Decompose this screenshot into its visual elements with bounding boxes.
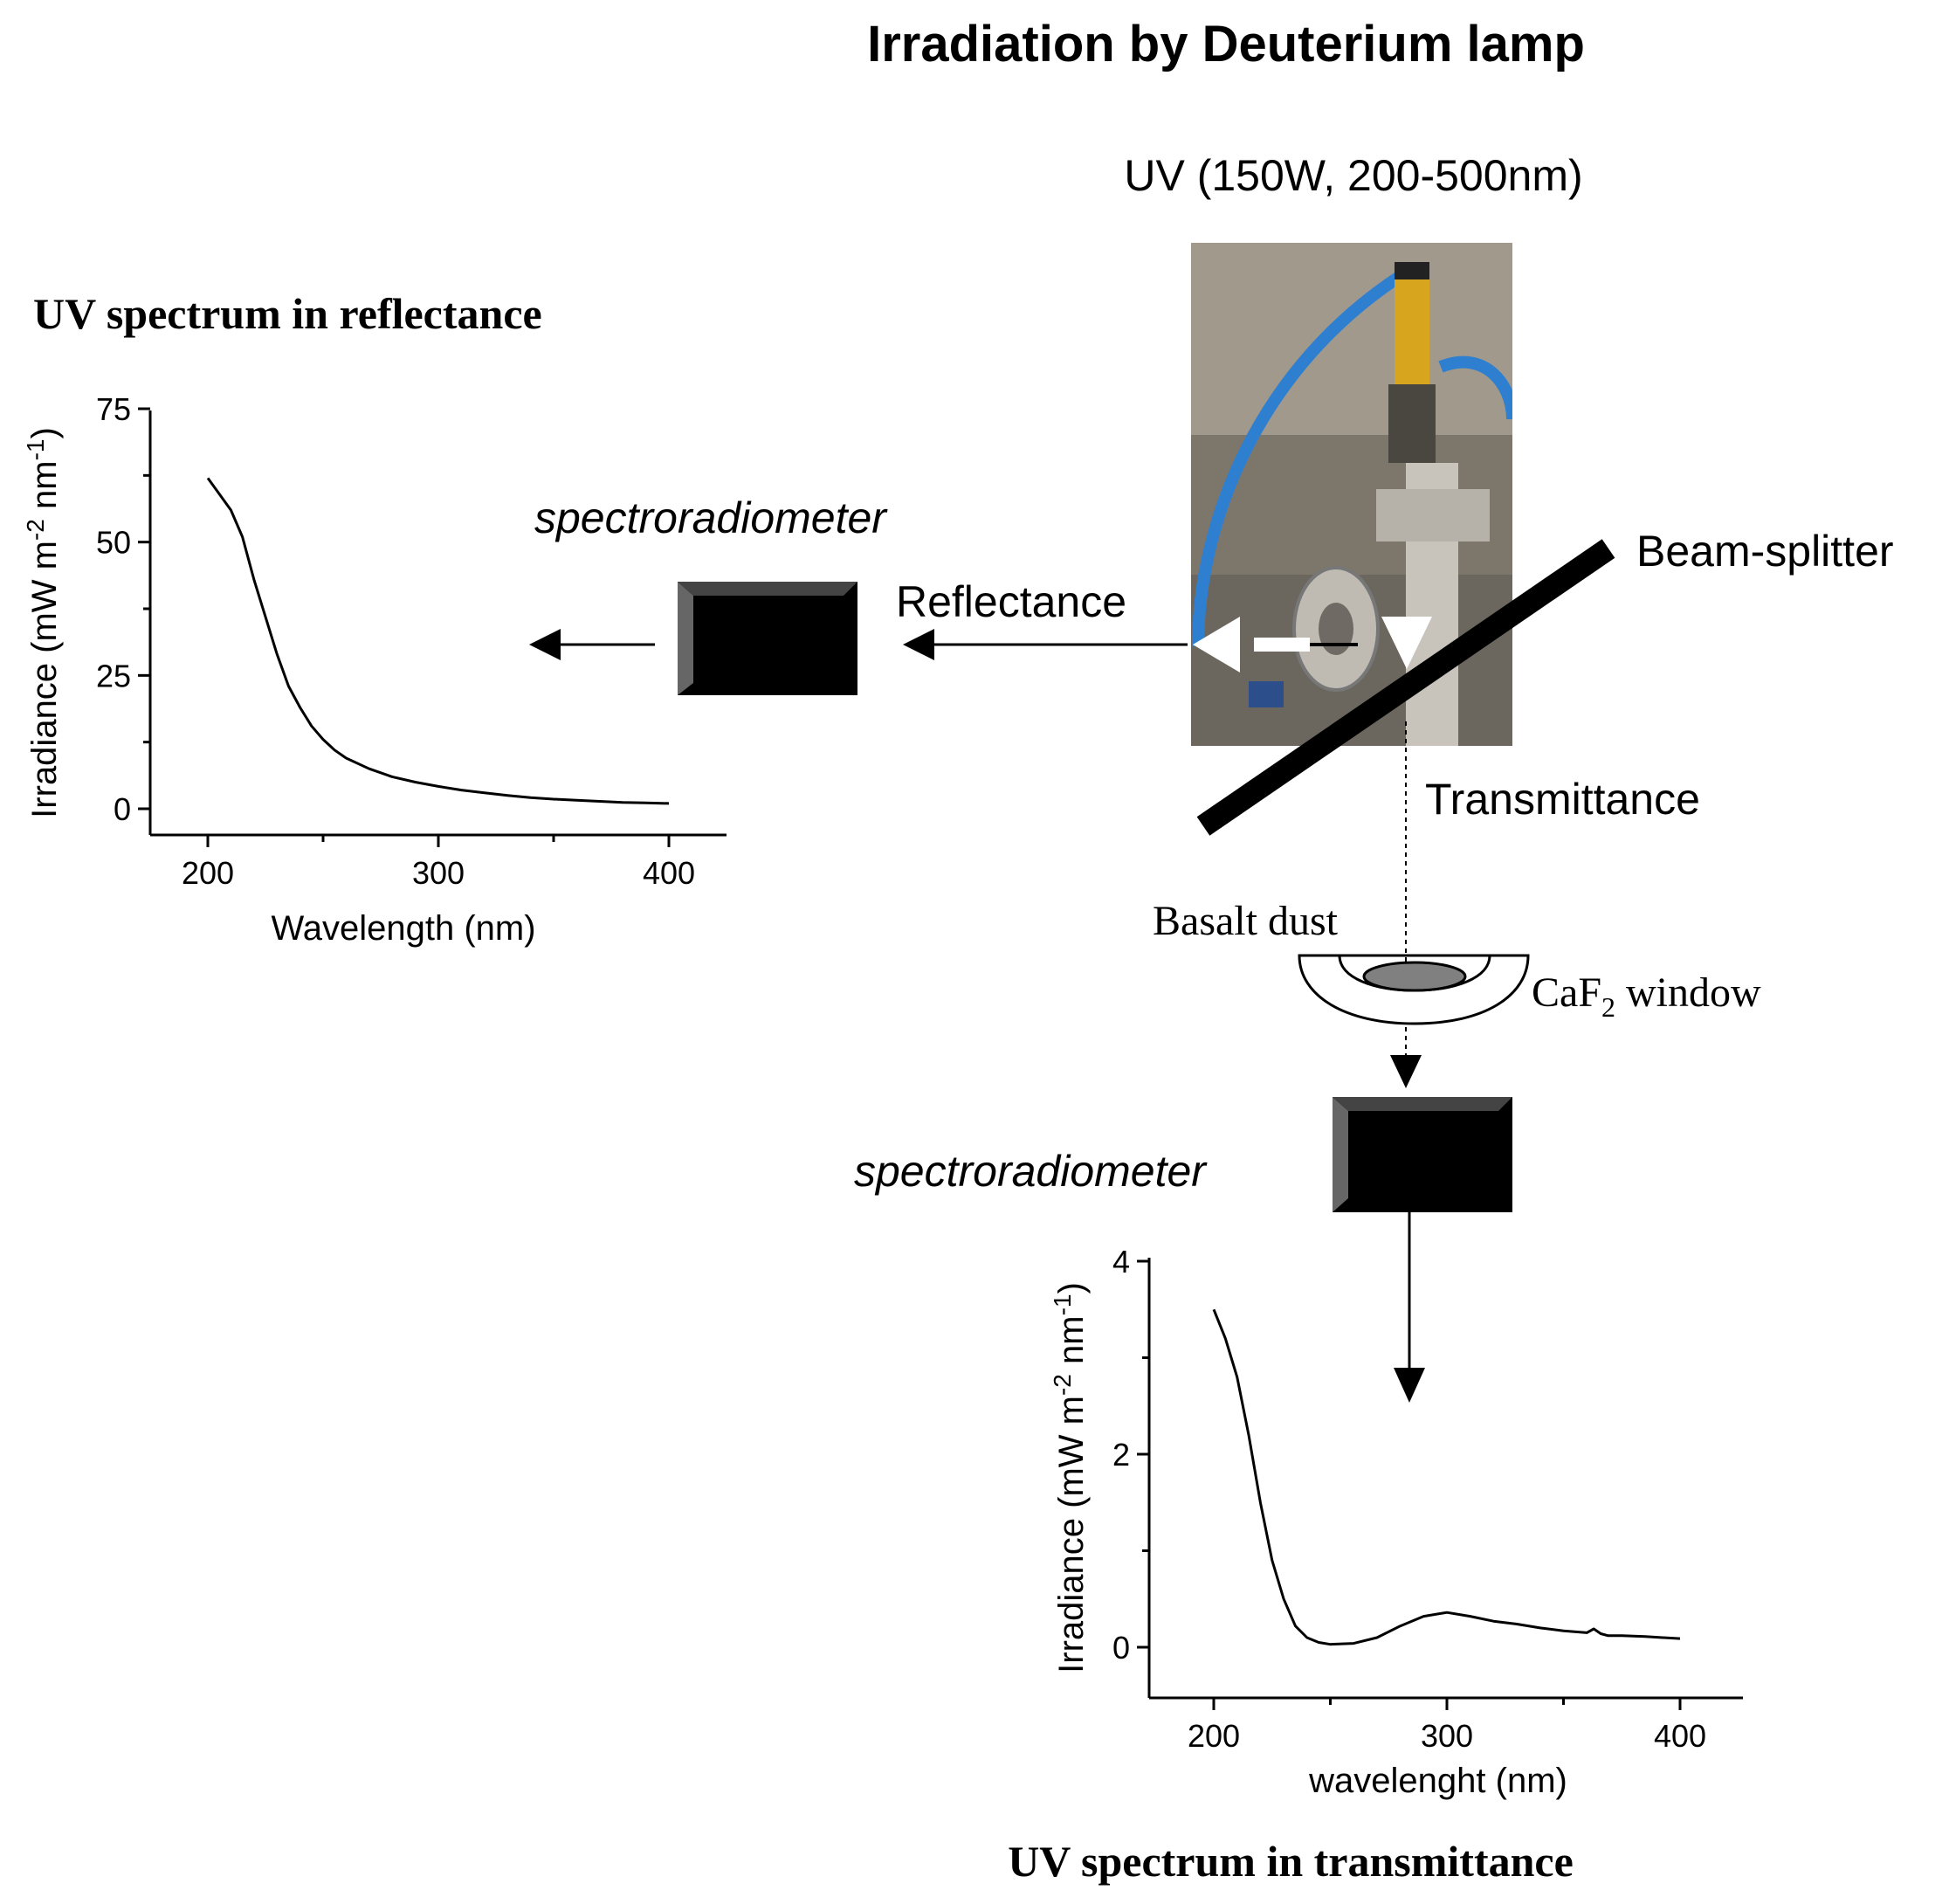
y-axis-label-part: )	[1052, 1282, 1091, 1293]
transmittance-label: Transmittance	[1425, 775, 1700, 824]
y-tick-label: 25	[96, 658, 131, 693]
y-tick-label: 4	[1112, 1244, 1130, 1280]
caf2-subscript: 2	[1601, 991, 1615, 1023]
reflectance-output-arrowhead	[529, 629, 561, 660]
y-axis-label: Irradiance (mW m-2 nm-1)	[1049, 1282, 1091, 1673]
y-axis-label-part: -2	[1049, 1374, 1076, 1396]
caf2-suffix: window	[1615, 969, 1761, 1016]
x-axis-label: wavelenght (nm)	[1308, 1762, 1567, 1800]
beam-splitter-label: Beam-splitter	[1636, 527, 1894, 576]
transmittance-arrowhead	[1390, 1055, 1422, 1088]
y-axis-label-part: -1	[1049, 1294, 1076, 1316]
reflectance-spectroradiometer	[678, 582, 857, 695]
y-tick-label: 0	[114, 791, 131, 827]
y-tick-label: 50	[96, 525, 131, 561]
y-axis-label-part: -2	[22, 519, 49, 541]
transmittance-spectroradiometer	[1333, 1097, 1512, 1212]
basalt-dust-sample	[1362, 961, 1467, 992]
x-tick-label: 200	[1188, 1718, 1240, 1754]
transmittance-spectroradiometer-label: spectroradiometer	[854, 1147, 1208, 1196]
y-axis-label-part: )	[25, 427, 64, 438]
basalt-dust-label: Basalt dust	[1153, 898, 1339, 944]
x-tick-label: 300	[1421, 1718, 1473, 1754]
caf2-window-label: CaF2 window	[1532, 969, 1761, 1023]
reflectance-chart: 0 25 50 75 200 300 400 Wavelength (nm) Irradianc…	[22, 391, 727, 948]
x-axis-label: Wavelength (nm)	[271, 909, 535, 948]
transmittance-chart-title: UV spectrum in transmittance	[1008, 1837, 1574, 1886]
y-axis-label-part: Irradiance (mW m	[25, 541, 64, 818]
transmittance-output-arrowhead	[1394, 1368, 1425, 1403]
y-axis-label: Irradiance (mW m-2 nm-1)	[22, 427, 64, 818]
y-axis-label-part: Irradiance (mW m	[1052, 1396, 1091, 1673]
series-line	[206, 477, 670, 805]
x-tick-label: 200	[182, 855, 234, 891]
caf2-main: CaF	[1532, 969, 1601, 1016]
reflectance-arrowhead	[903, 629, 934, 660]
x-tick-label: 300	[412, 855, 465, 891]
y-tick-label: 75	[96, 391, 131, 427]
reflectance-label: Reflectance	[896, 577, 1126, 626]
y-axis-label-part: nm	[25, 460, 64, 519]
reflectance-spectroradiometer-label: spectroradiometer	[534, 493, 888, 542]
y-tick-label: 2	[1112, 1437, 1130, 1473]
transmittance-chart: 0 2 4 200 300 400 wavelenght (nm) Irradiance (m…	[1049, 1244, 1743, 1800]
x-tick-label: 400	[1654, 1718, 1706, 1754]
y-tick-label: 0	[1112, 1630, 1130, 1666]
beam-splitter	[1196, 539, 1615, 836]
page-title: Irradiation by Deuterium lamp	[867, 16, 1585, 72]
lamp-label: UV (150W, 200-500nm)	[1124, 151, 1582, 200]
y-axis-label-part: -1	[22, 439, 49, 461]
y-axis-label-part: nm	[1052, 1315, 1091, 1374]
x-tick-label: 400	[643, 855, 695, 891]
reflectance-chart-title: UV spectrum in reflectance	[33, 289, 542, 338]
lamp-photo	[1191, 243, 1512, 746]
series-line	[1212, 1308, 1681, 1646]
